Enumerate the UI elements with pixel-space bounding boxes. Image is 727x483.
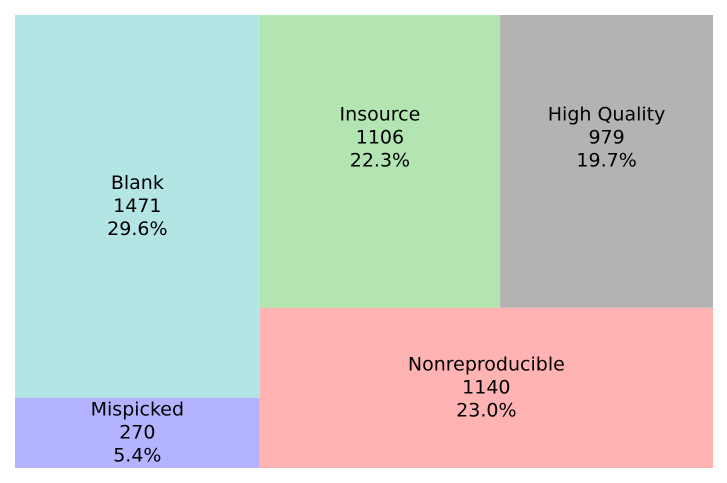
- tile-label-mispicked: Mispicked: [91, 398, 184, 420]
- tile-label-nonreproducible: Nonreproducible: [408, 353, 565, 375]
- tile-percent-high-quality: 19.7%: [576, 150, 636, 172]
- tile-value-mispicked: 270: [119, 421, 155, 443]
- tile-percent-mispicked: 5.4%: [113, 444, 161, 466]
- tile-rect-mispicked: [15, 397, 260, 468]
- tile-label-high-quality: High Quality: [548, 104, 666, 126]
- tile-percent-insource: 22.3%: [350, 150, 410, 172]
- tile-rect-insource: [259, 15, 501, 308]
- tile-rect-nonreproducible: [259, 307, 713, 468]
- tile-label-blank: Blank: [111, 172, 164, 194]
- tile-percent-blank: 29.6%: [107, 218, 167, 240]
- tile-value-nonreproducible: 1140: [462, 376, 510, 398]
- tile-percent-nonreproducible: 23.0%: [456, 399, 516, 421]
- tile-rect-high-quality: [500, 15, 713, 308]
- tile-label-insource: Insource: [340, 104, 421, 126]
- tile-value-insource: 1106: [356, 127, 404, 149]
- tile-rect-blank: [15, 15, 260, 398]
- tile-value-blank: 1471: [113, 195, 161, 217]
- tile-value-high-quality: 979: [588, 127, 624, 149]
